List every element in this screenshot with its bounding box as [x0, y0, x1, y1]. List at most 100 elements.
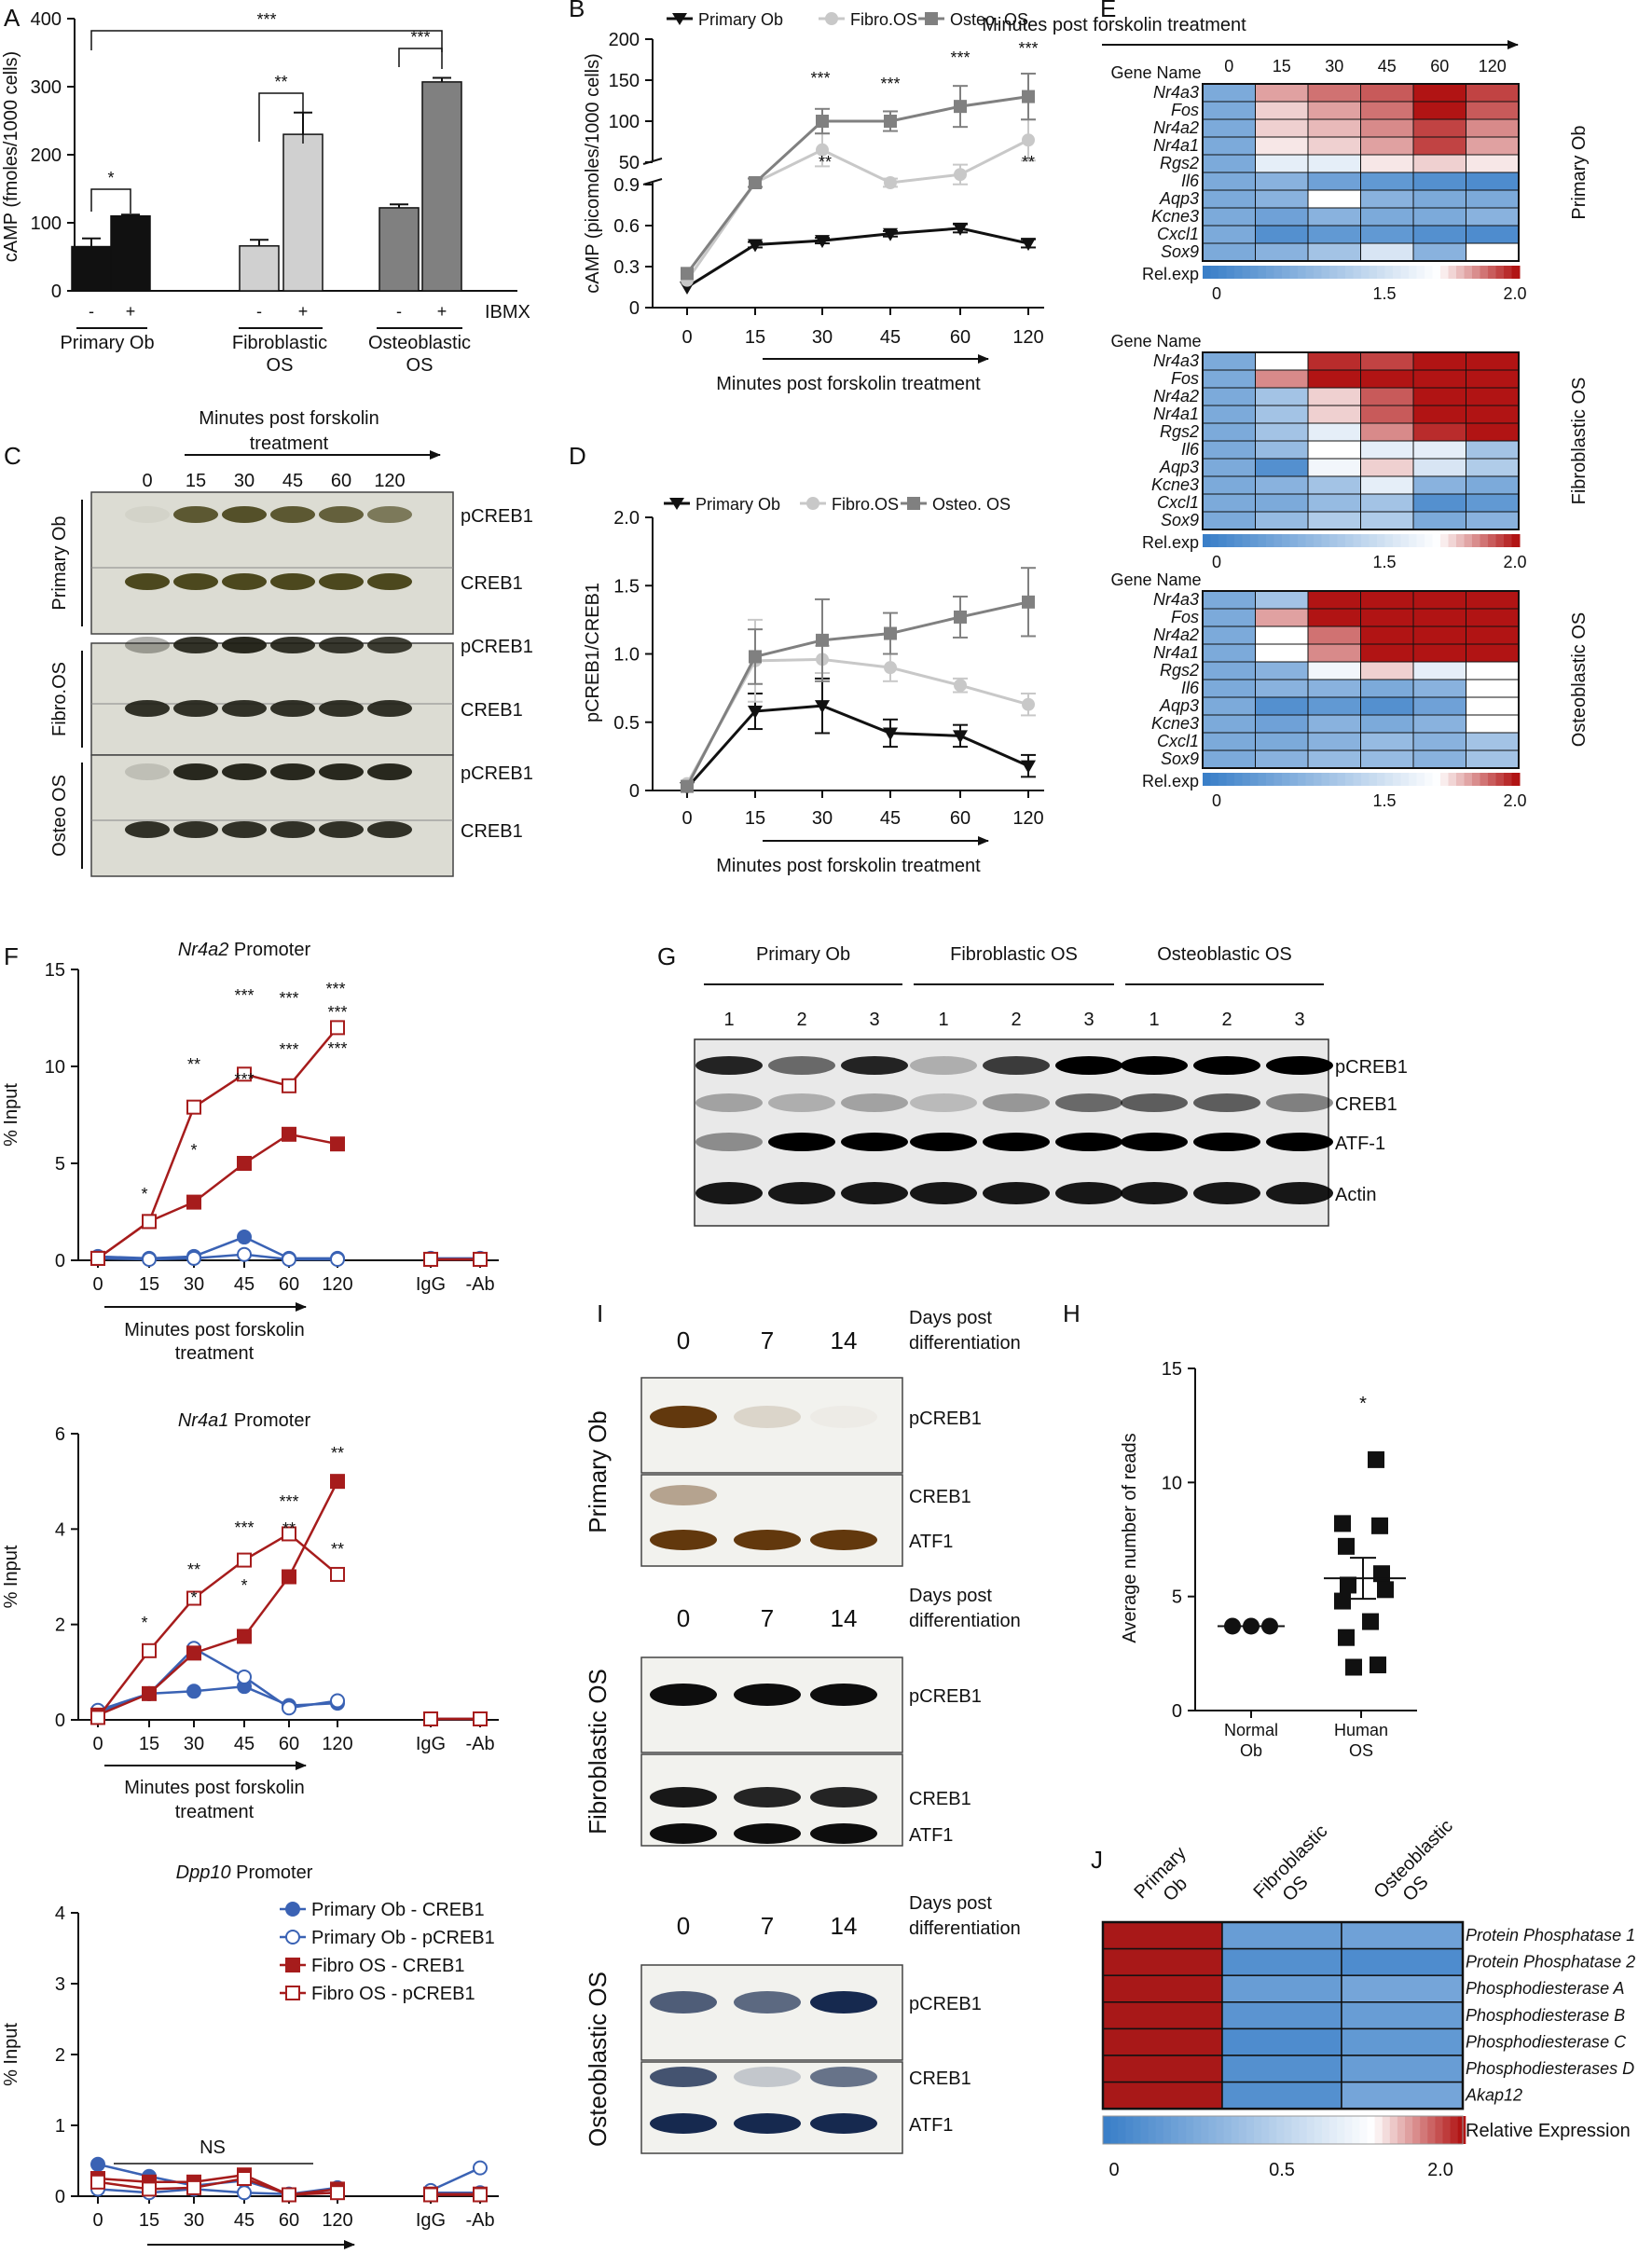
e-heat-cell — [1255, 679, 1309, 698]
i-lane-label: 14 — [831, 1326, 858, 1354]
e-heat-cell — [1307, 351, 1361, 371]
i-days-l1: Days post — [909, 1893, 992, 1914]
e-heat-cell — [1255, 749, 1309, 769]
e-scale-step — [1440, 266, 1449, 279]
b-point-fibro — [884, 176, 897, 189]
b-ytick-label: 50 — [619, 153, 640, 173]
j-heat-cell — [1221, 2081, 1342, 2110]
e-heat-cell — [1255, 493, 1309, 513]
e-heat-cell — [1202, 643, 1256, 663]
e-heat-cell — [1360, 101, 1414, 120]
i-band — [734, 1530, 801, 1550]
panel-label-g: G — [657, 942, 676, 970]
e-heat-cell — [1202, 369, 1256, 389]
b-star-low-30: ** — [819, 153, 832, 172]
e-scale-step — [1242, 266, 1251, 279]
e-scale-step — [1472, 773, 1480, 786]
e-heat-cell — [1466, 242, 1520, 262]
b-point-primary — [748, 239, 763, 253]
i-days-l2: differentiation — [909, 1611, 1021, 1631]
f-ytick-label: 0 — [55, 2187, 65, 2207]
c-band — [270, 573, 315, 590]
a-sig-star: *** — [410, 28, 430, 47]
i-band — [650, 1684, 717, 1706]
f-point-fibro — [282, 1126, 296, 1142]
g-band — [1121, 1093, 1188, 1112]
e-scale-step — [1345, 266, 1354, 279]
h-ytick-label: 5 — [1172, 1587, 1182, 1608]
j-scale-mid: 0.5 — [1269, 2160, 1295, 2180]
f-title: Dpp10 Promoter — [176, 1862, 313, 1883]
a-bar-4 — [379, 207, 420, 292]
e-scale-step — [1504, 266, 1512, 279]
e-scale-step — [1321, 773, 1330, 786]
j-scale-step — [1201, 2116, 1209, 2144]
e-scale-step — [1400, 534, 1410, 547]
g-band — [695, 1093, 763, 1112]
e-heat-cell — [1466, 661, 1520, 680]
j-scale-step — [1306, 2116, 1315, 2144]
e-scale-step — [1361, 773, 1370, 786]
d-legend-label: Primary Ob — [695, 495, 780, 514]
e-heat-cell — [1412, 101, 1466, 120]
e-heat-cell — [1255, 475, 1309, 495]
e-heat-cell — [1255, 172, 1309, 191]
j-scale-step — [1352, 2116, 1360, 2144]
e-scale-step — [1432, 773, 1441, 786]
e-heat-cell — [1202, 732, 1256, 751]
j-scale-step — [1397, 2116, 1406, 2144]
g-band — [1193, 1133, 1260, 1151]
a-bar-2 — [239, 245, 280, 292]
d-ytick-label: 1.0 — [613, 645, 640, 666]
a-sig-bracket — [90, 30, 443, 52]
e-scale-step — [1409, 266, 1417, 279]
c-band — [270, 763, 315, 780]
h-cat-normal-l2: Ob — [1240, 1741, 1262, 1760]
e-heat-cell — [1307, 590, 1361, 610]
e-scale-step — [1282, 773, 1290, 786]
d-point-primary — [883, 727, 898, 741]
e-heat-cell — [1360, 511, 1414, 530]
g-band — [1055, 1093, 1122, 1112]
h-cat-normal-l1: Normal — [1224, 1721, 1278, 1739]
e-scale-step — [1504, 534, 1512, 547]
j-gene-label: Akap12 — [1465, 2086, 1522, 2105]
e-gene-label: Kcne3 — [1151, 475, 1199, 494]
e-gene-label: Cxcl1 — [1157, 732, 1199, 750]
g-lane-label: 2 — [1011, 1010, 1021, 1030]
g-lane-label: 1 — [723, 1010, 734, 1030]
g-band — [1121, 1133, 1188, 1151]
e-scale-step — [1416, 266, 1425, 279]
f-ytick-label: 15 — [45, 960, 65, 981]
e-heat-cell — [1307, 475, 1361, 495]
i-band — [734, 2113, 801, 2134]
a-ytick-label: 300 — [31, 77, 62, 98]
e-scale-step — [1409, 773, 1417, 786]
e-gene-label: Kcne3 — [1151, 207, 1199, 226]
i-band — [650, 2113, 717, 2134]
j-scale-step — [1389, 2116, 1398, 2144]
e-heat-cell — [1255, 422, 1309, 442]
f-star: ** — [331, 1444, 344, 1463]
f-title-gene: Nr4a2 — [178, 940, 228, 960]
e-heat-cell — [1360, 608, 1414, 627]
c-band — [222, 763, 267, 780]
e-heat-cell — [1202, 405, 1256, 424]
b-xlabel: Minutes post forskolin treatment — [716, 374, 981, 394]
e-gene-label: Nr4a2 — [1153, 118, 1199, 137]
f-xtick-label: 120 — [322, 1734, 352, 1754]
e-heat-cell — [1307, 714, 1361, 734]
e-heat-cell — [1360, 207, 1414, 227]
i-band — [734, 1485, 801, 1505]
f-legend-marker — [285, 1930, 300, 1945]
f-xtick-label: 30 — [184, 1274, 204, 1295]
e-relexp-label: Rel.exp — [1142, 265, 1199, 283]
b-ytick-label: 0 — [629, 298, 640, 319]
b-point-fibro — [954, 168, 967, 182]
e-block-border — [1202, 351, 1520, 530]
panel-c-western-blot: Minutes post forskolin treatment 0 15 30 45… — [49, 408, 533, 877]
j-scale-step — [1344, 2116, 1353, 2144]
j-heat-cell — [1102, 2001, 1223, 2030]
b-xtick-label: 60 — [950, 327, 971, 348]
f3-ns: NS — [200, 2137, 226, 2158]
